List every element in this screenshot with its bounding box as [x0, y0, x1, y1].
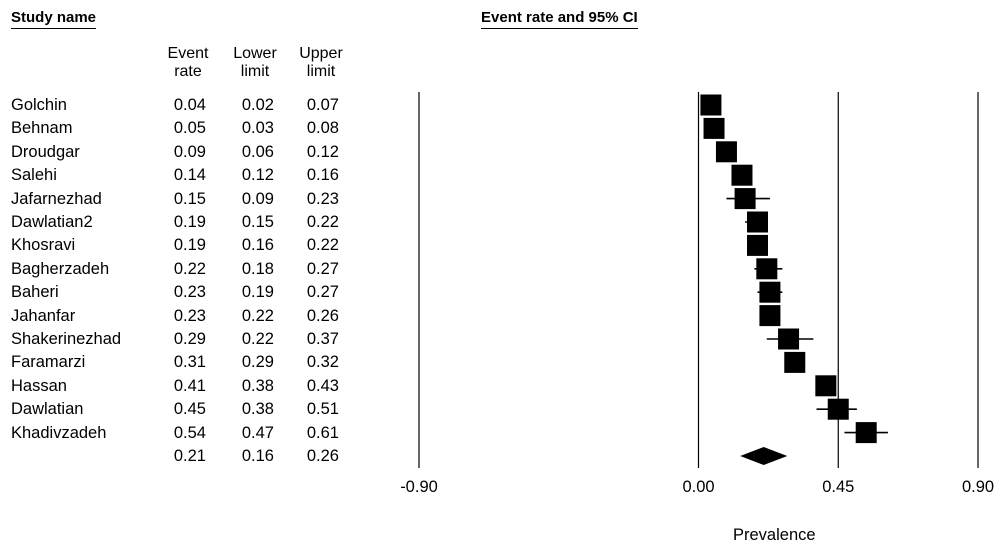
upper-limit-value: 0.61	[306, 423, 339, 442]
study-name: Faramarzi	[11, 353, 86, 372]
event-rate-value: 0.31	[173, 353, 206, 372]
point-estimate-square	[700, 94, 722, 116]
upper-limit-value: 0.37	[306, 330, 339, 348]
point-estimate-square	[759, 281, 781, 303]
upper-limit-header: Upper limit	[288, 45, 354, 81]
event-rate-value: 0.23	[173, 306, 206, 325]
event-rate-value: 0.15	[173, 189, 206, 208]
study-name: Khosravi	[11, 236, 76, 255]
study-name: Dawlatian	[11, 400, 84, 419]
upper-limit-value: 0.32	[306, 353, 339, 372]
summary-event-rate: 0.21	[173, 447, 206, 465]
study-name: Salehi	[11, 166, 57, 185]
lower-limit-value: 0.16	[241, 236, 274, 255]
lower-limit-value: 0.15	[241, 213, 274, 231]
event-rate-header: Event rate	[160, 45, 216, 81]
point-estimate-square	[759, 305, 781, 327]
point-estimate-square	[778, 328, 800, 350]
upper-limit-value: 0.12	[306, 142, 339, 161]
lower-limit-value: 0.19	[241, 283, 274, 302]
upper-limit-value: 0.27	[306, 283, 339, 302]
upper-limit-value: 0.07	[306, 96, 339, 114]
x-tick-label: -0.90	[400, 478, 438, 496]
study-name: Behnam	[11, 119, 73, 138]
upper-limit-value: 0.23	[306, 189, 339, 208]
event-rate-value: 0.41	[173, 376, 206, 395]
lower-limit-header: Lower limit	[222, 45, 288, 81]
study-name: Droudgar	[11, 142, 80, 161]
upper-limit-value: 0.27	[306, 259, 339, 278]
lower-limit-value: 0.09	[241, 189, 274, 208]
lower-limit-value: 0.18	[241, 259, 274, 278]
event-rate-value: 0.54	[173, 423, 206, 442]
point-estimate-square	[747, 211, 769, 233]
lower-limit-value: 0.47	[241, 423, 274, 442]
lower-limit-header-line1: Lower	[233, 45, 277, 62]
point-estimate-square	[827, 398, 849, 420]
study-name: Jafarnezhad	[11, 189, 102, 208]
upper-limit-value: 0.43	[306, 376, 339, 395]
point-estimate-square	[756, 258, 778, 280]
event-rate-value: 0.09	[173, 142, 206, 161]
study-name: Jahanfar	[11, 306, 76, 325]
upper-limit-value: 0.08	[306, 119, 339, 138]
study-name: Baheri	[11, 283, 59, 302]
study-name-header: Study name	[11, 9, 97, 29]
point-estimate-square	[784, 351, 806, 373]
upper-limit-value: 0.16	[306, 166, 339, 185]
summary-diamond	[740, 447, 788, 465]
summary-upper-limit: 0.26	[306, 447, 339, 465]
x-tick-label: 0.00	[682, 478, 714, 496]
event-rate-value: 0.19	[173, 236, 206, 255]
event-rate-header-line2: rate	[174, 63, 202, 80]
study-name: Shakerinezhad	[11, 330, 122, 348]
upper-limit-value: 0.26	[306, 306, 339, 325]
lower-limit-header-line2: limit	[240, 63, 270, 80]
event-rate-value: 0.19	[173, 213, 206, 231]
upper-limit-value: 0.22	[306, 213, 339, 231]
point-estimate-square	[747, 234, 769, 256]
event-rate-value: 0.14	[173, 166, 206, 185]
event-rate-value: 0.29	[173, 330, 206, 348]
lower-limit-value: 0.22	[241, 330, 274, 348]
study-name: Hassan	[11, 376, 67, 395]
lower-limit-value: 0.03	[241, 119, 274, 138]
x-axis-label: Prevalence	[733, 526, 816, 544]
lower-limit-value: 0.06	[241, 142, 274, 161]
event-rate-value: 0.23	[173, 283, 206, 302]
event-rate-value: 0.45	[173, 400, 206, 419]
lower-limit-value: 0.29	[241, 353, 274, 372]
event-rate-header-line1: Event	[167, 45, 209, 62]
point-estimate-square	[715, 141, 737, 163]
point-estimate-square	[703, 117, 725, 139]
point-estimate-square	[815, 375, 837, 397]
study-name: Khadivzadeh	[11, 423, 107, 442]
event-rate-value: 0.05	[173, 119, 206, 138]
event-rate-value: 0.22	[173, 259, 206, 278]
lower-limit-value: 0.02	[241, 96, 274, 114]
study-name: Bagherzadeh	[11, 259, 110, 278]
upper-limit-value: 0.51	[306, 400, 339, 419]
lower-limit-value: 0.12	[241, 166, 274, 185]
lower-limit-value: 0.38	[241, 376, 274, 395]
lower-limit-value: 0.22	[241, 306, 274, 325]
event-rate-value: 0.04	[173, 96, 206, 114]
x-tick-label: 0.90	[962, 478, 994, 496]
x-tick-label: 0.45	[822, 478, 854, 496]
upper-limit-header-line2: limit	[306, 63, 336, 80]
point-estimate-square	[855, 422, 877, 444]
summary-lower-limit: 0.16	[241, 447, 274, 465]
study-name: Golchin	[11, 96, 67, 114]
point-estimate-square	[731, 164, 753, 186]
plot-title: Event rate and 95% CI	[481, 9, 638, 29]
point-estimate-square	[734, 188, 756, 210]
upper-limit-value: 0.22	[306, 236, 339, 255]
lower-limit-value: 0.38	[241, 400, 274, 419]
study-name: Dawlatian2	[11, 213, 93, 231]
upper-limit-header-line1: Upper	[299, 45, 343, 62]
